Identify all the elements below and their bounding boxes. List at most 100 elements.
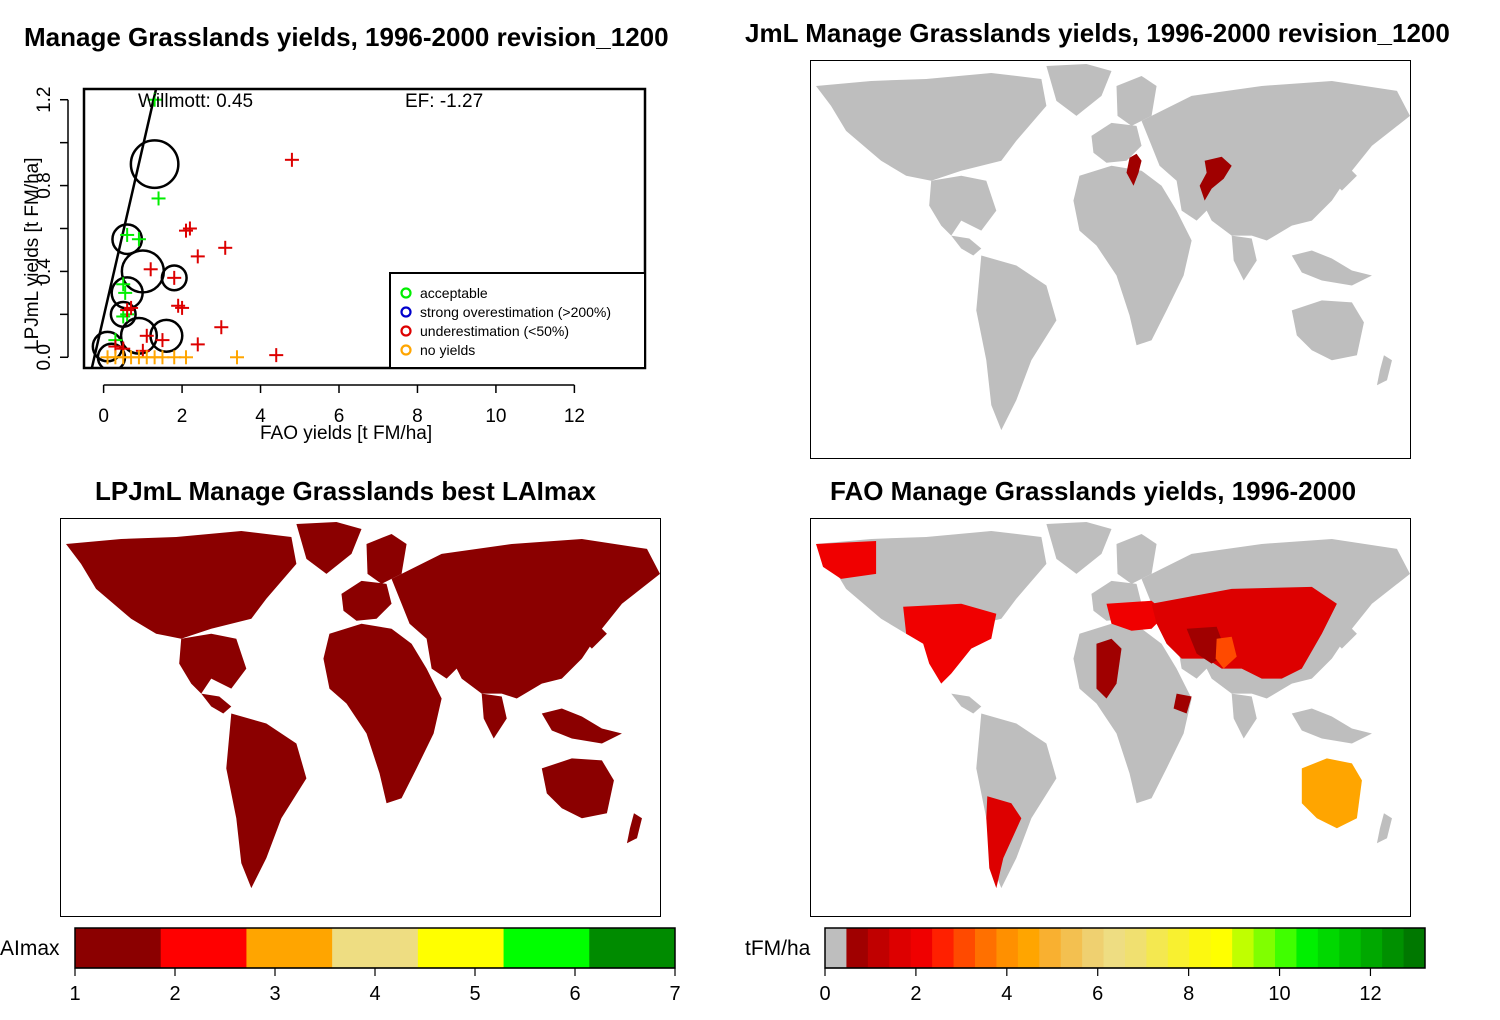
data-point [155, 350, 170, 365]
colorbar-tick-label: 2 [910, 983, 921, 1005]
colorbar-swatch [1253, 928, 1276, 968]
legend-label: no yields [420, 342, 475, 358]
colorbar-swatch [1039, 928, 1062, 968]
fao-yield-cells [816, 540, 1362, 889]
legend-label: strong overestimation (>200%) [420, 304, 611, 320]
legend-label: acceptable [420, 285, 488, 301]
y-tick-label: 1.2 [34, 87, 55, 113]
x-tick-label: 6 [334, 406, 345, 427]
colorbar-swatch [75, 928, 162, 968]
lpjml-yield-cells [1126, 153, 1232, 201]
legend-marker [400, 287, 412, 299]
x-tick-label: 4 [255, 406, 266, 427]
data-point [175, 300, 190, 315]
colorbar-swatch [1232, 928, 1255, 968]
colorbar-swatch [975, 928, 997, 968]
x-tick-label: 12 [564, 406, 585, 427]
fao-colorbar: 0 2 4 6 8 10 12 [819, 927, 1426, 1005]
colorbar-swatch [1103, 928, 1126, 968]
scatter-legend: acceptable strong overestimation (>200%) u… [389, 272, 646, 369]
colorbar-swatch [889, 928, 912, 968]
data-point [139, 328, 154, 343]
y-tick-label: 0.8 [34, 172, 55, 198]
colorbar-swatch [1360, 928, 1383, 968]
colorbar-swatch [1382, 928, 1405, 968]
data-point [190, 249, 205, 264]
colorbar-swatch [503, 928, 590, 968]
lpjml-yields-map [810, 60, 1411, 459]
data-point [179, 350, 193, 365]
colorbar-tick-label: 6 [569, 983, 580, 1005]
colorbar-tick-label: 10 [1268, 983, 1290, 1005]
colorbar-swatch [910, 928, 933, 968]
colorbar-swatch [1403, 928, 1426, 968]
colorbar-swatch [1125, 928, 1147, 968]
data-point [269, 348, 284, 363]
scatter-ylabel: LPJmL yields [t FM/ha] [22, 157, 43, 350]
data-point [179, 223, 193, 238]
colorbar-swatch [996, 928, 1019, 968]
x-tick-label: 10 [485, 406, 506, 427]
x-tick-label: 8 [412, 406, 423, 427]
data-point [214, 320, 229, 335]
data-point [190, 337, 205, 352]
legend-marker [400, 344, 412, 356]
ef-annotation: EF: -1.27 [405, 91, 483, 112]
colorbar-swatch [846, 928, 869, 968]
colorbar-swatch [825, 928, 847, 968]
colorbar-swatch [932, 928, 955, 968]
x-tick-label: 0 [98, 406, 109, 427]
colorbar-swatch [1210, 928, 1233, 968]
colorbar-swatch [953, 928, 976, 968]
colorbar-swatch [1317, 928, 1340, 968]
colorbar-tick-label: 3 [269, 983, 280, 1005]
laimax-title: LPJmL Manage Grasslands best LAImax [95, 476, 596, 506]
scatter-frame [82, 87, 647, 370]
deviation-circle [129, 139, 180, 190]
data-point [284, 152, 299, 167]
colorbar-swatch [417, 928, 505, 968]
deviation-circle [120, 249, 166, 294]
colorbar-tick-label: 7 [669, 983, 680, 1005]
data-point [230, 350, 244, 365]
colorbar-swatch [1060, 928, 1083, 968]
legend-marker [400, 325, 412, 337]
data-point [167, 350, 182, 365]
laimax-map [60, 518, 661, 917]
colorbar-swatch [1146, 928, 1169, 968]
colorbar-tick-label: 0 [819, 983, 830, 1005]
colorbar-swatch [1017, 928, 1040, 968]
colorbar-swatch [1082, 928, 1105, 968]
deviation-circle [109, 300, 137, 328]
regression-line [90, 89, 158, 368]
data-point [151, 191, 166, 206]
data-point [155, 333, 170, 348]
fao-land-nodata [816, 521, 1410, 889]
data-point [218, 240, 233, 255]
colorbar-tick-label: 5 [469, 983, 480, 1005]
colorbar-tick-label: 8 [1183, 983, 1194, 1005]
y-tick-label: 0.0 [34, 344, 55, 370]
fao-map [810, 518, 1411, 917]
colorbar-swatch [1339, 928, 1362, 968]
data-point [116, 277, 131, 292]
colorbar-tick-label: 6 [1092, 983, 1103, 1005]
data-point [147, 92, 162, 107]
legend-marker [400, 306, 412, 318]
colorbar-swatch [1275, 928, 1297, 968]
willmott-annotation: Willmott: 0.45 [138, 91, 253, 112]
fao-colorbar-label: tFM/ha [745, 937, 811, 960]
lpjml-yields-title: JmL Manage Grasslands yields, 1996-2000 … [745, 18, 1450, 48]
scatter-xlabel: FAO yields [t FM/ha] [260, 423, 432, 444]
colorbar-swatch [1296, 928, 1319, 968]
colorbar-swatch [589, 928, 676, 968]
scatter-plot: 0 2 4 6 8 10 12 0.0 0.4 0.8 1.2 Willmott: 0.45 EF:… [22, 87, 647, 444]
data-point [167, 270, 182, 285]
data-point [124, 300, 139, 315]
colorbar-swatch [246, 928, 333, 968]
colorbar-swatch [1167, 928, 1190, 968]
world-land [816, 63, 1410, 431]
laimax-colorbar-label: AImax [0, 937, 60, 960]
colorbar-tick-label: 12 [1359, 983, 1381, 1005]
laimax-land [66, 521, 660, 889]
